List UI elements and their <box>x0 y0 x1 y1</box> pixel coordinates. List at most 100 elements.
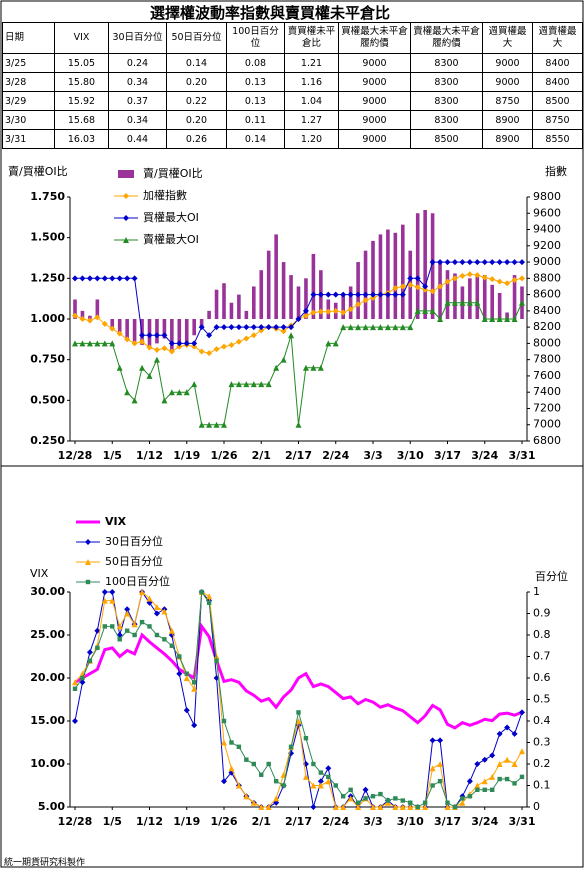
marker <box>281 783 286 788</box>
marker <box>183 340 190 347</box>
marker <box>393 796 398 801</box>
marker <box>265 381 272 388</box>
marker <box>72 686 78 691</box>
marker <box>131 397 138 404</box>
series-line <box>74 622 523 730</box>
marker <box>124 610 131 617</box>
marker <box>332 340 339 347</box>
legend-label: VIX <box>105 515 127 528</box>
table-cell: 3/29 <box>2 91 55 111</box>
marker <box>250 799 257 806</box>
table-cell: 1.21 <box>284 53 339 73</box>
marker <box>444 804 451 810</box>
bar <box>423 210 427 319</box>
bar <box>155 319 159 344</box>
y2-tick-label: 0 <box>533 800 540 813</box>
column-header: 賣權最大未平倉履約價 <box>410 22 483 54</box>
marker <box>489 259 496 266</box>
marker <box>332 307 339 314</box>
x-tick-label: 1/12 <box>136 449 163 462</box>
marker <box>399 283 406 290</box>
table-cell: 0.20 <box>166 110 227 130</box>
bar <box>363 250 368 319</box>
bar <box>132 319 137 342</box>
marker <box>295 316 302 322</box>
x-tick-label: 3/24 <box>471 449 498 462</box>
marker <box>146 372 153 379</box>
marker <box>123 215 129 221</box>
marker <box>459 299 466 306</box>
table-cell: 8900 <box>482 129 533 149</box>
marker <box>429 288 436 295</box>
marker <box>481 778 488 785</box>
marker <box>123 193 129 199</box>
marker <box>191 685 198 692</box>
x-tick-label: 3/31 <box>509 449 536 462</box>
marker <box>519 259 525 266</box>
y2-axis-title: 百分位 <box>535 569 568 583</box>
bar <box>266 250 271 319</box>
marker <box>511 730 518 737</box>
y2-tick-label: 7400 <box>533 385 561 398</box>
marker <box>429 737 436 744</box>
x-tick-label: 1/5 <box>103 449 122 462</box>
marker <box>206 593 213 600</box>
marker <box>86 275 93 282</box>
marker <box>303 736 309 741</box>
bar <box>386 229 390 319</box>
marker <box>362 297 369 304</box>
marker <box>258 381 265 388</box>
marker <box>378 791 383 797</box>
bar <box>371 240 375 319</box>
x-tick-label: 3/17 <box>434 815 461 828</box>
marker <box>333 783 338 788</box>
marker <box>169 643 175 648</box>
marker <box>85 539 91 545</box>
marker <box>399 291 406 298</box>
marker <box>422 307 429 314</box>
y2-tick-label: 0.4 <box>533 714 551 727</box>
y2-tick-label: 0.2 <box>533 757 551 770</box>
x-tick-label: 12/28 <box>58 449 93 462</box>
bar <box>453 273 457 319</box>
bar <box>177 319 182 349</box>
marker <box>161 397 168 404</box>
marker <box>101 597 108 604</box>
bar <box>415 213 420 319</box>
y2-tick-label: 0.6 <box>533 671 551 684</box>
table-cell: 8550 <box>532 129 583 149</box>
marker <box>317 291 324 298</box>
marker <box>399 324 406 331</box>
marker <box>332 804 339 810</box>
marker <box>154 632 160 638</box>
marker <box>399 804 406 810</box>
y2-tick-label: 7800 <box>533 353 561 366</box>
table-cell: 8300 <box>410 53 483 73</box>
marker <box>213 346 220 353</box>
column-header: 週賣權最大 <box>532 22 583 54</box>
y2-tick-label: 7600 <box>533 369 561 382</box>
marker <box>422 286 429 293</box>
y2-tick-label: 0.3 <box>533 736 551 749</box>
y2-axis-title: 指數 <box>545 164 567 178</box>
y2-tick-label: 8400 <box>533 304 561 317</box>
marker <box>467 794 473 799</box>
marker <box>265 324 272 331</box>
table-cell: 0.14 <box>166 53 227 73</box>
bar <box>281 262 286 319</box>
marker <box>101 340 108 347</box>
x-tick-label: 2/24 <box>322 449 349 462</box>
y-tick-label: 0.250 <box>30 434 65 447</box>
marker <box>317 778 324 785</box>
bar <box>304 278 308 319</box>
table-cell: 8750 <box>482 91 533 111</box>
y2-tick-label: 9800 <box>533 190 561 203</box>
marker <box>384 324 391 331</box>
marker <box>392 291 399 298</box>
marker <box>295 718 302 724</box>
marker <box>414 284 421 291</box>
y2-tick-label: 7200 <box>533 401 561 414</box>
page-title: 選擇權波動率指數與賣買權未平倉比 <box>149 4 390 22</box>
bar <box>244 310 249 319</box>
